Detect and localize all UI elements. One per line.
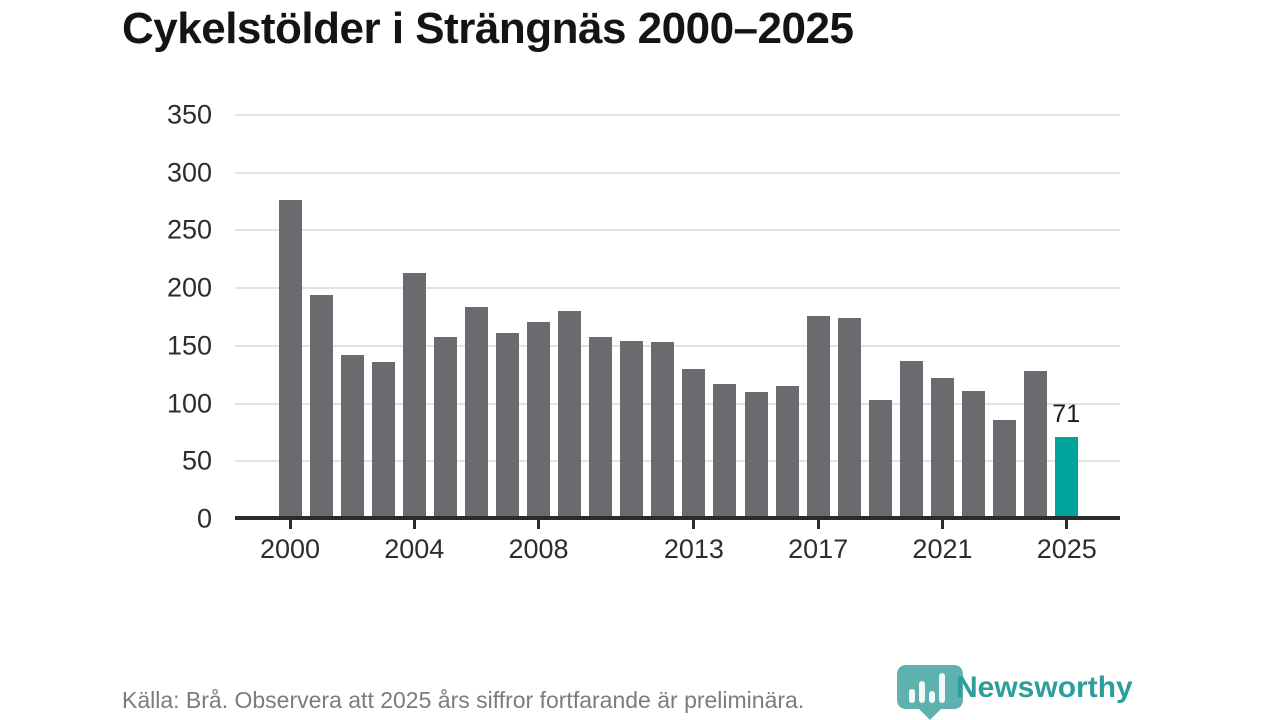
bar-2008 bbox=[527, 321, 551, 519]
x-tick-label-2021: 2021 bbox=[912, 534, 973, 564]
gridline-50 bbox=[235, 460, 1120, 463]
bar-2002 bbox=[340, 355, 364, 519]
bar-2015 bbox=[744, 392, 768, 519]
y-tick-label-100: 100 bbox=[166, 388, 212, 419]
x-axis: 2000 2004 2008 2013 2017 2021 2025 bbox=[235, 520, 1120, 580]
y-tick-label-350: 350 bbox=[166, 99, 212, 130]
bar-2005 bbox=[433, 336, 457, 519]
bar-2011 bbox=[620, 341, 644, 519]
x-tick-2025 bbox=[1065, 520, 1069, 529]
bar-2013 bbox=[682, 368, 706, 519]
bar-value-label: 71 bbox=[1052, 400, 1081, 429]
gridline-200 bbox=[235, 287, 1120, 290]
x-tick-label-2008: 2008 bbox=[508, 534, 569, 564]
x-tick-2021 bbox=[940, 520, 944, 529]
bar-2018 bbox=[837, 318, 861, 519]
x-tick-2008 bbox=[537, 520, 541, 529]
gridline-100 bbox=[235, 402, 1120, 405]
bar-2004 bbox=[402, 273, 426, 519]
x-tick-2000 bbox=[288, 520, 292, 529]
x-tick-label-2025: 2025 bbox=[1036, 534, 1097, 564]
gridline-250 bbox=[235, 229, 1120, 232]
bar-2020 bbox=[899, 360, 923, 519]
plot-area: 71 bbox=[235, 114, 1120, 519]
x-tick-label-2000: 2000 bbox=[259, 534, 321, 564]
source-note: Källa: Brå. Observera att 2025 års siffr… bbox=[122, 687, 805, 713]
bar-2023 bbox=[993, 419, 1017, 519]
x-tick-2013 bbox=[692, 520, 696, 529]
bar-2010 bbox=[589, 336, 613, 519]
bar-2009 bbox=[558, 311, 582, 519]
gridline-300 bbox=[235, 171, 1120, 174]
bar-2000 bbox=[278, 200, 302, 519]
newsworthy-pin-icon bbox=[897, 665, 963, 720]
bar-2024 bbox=[1024, 371, 1048, 519]
bar-2003 bbox=[371, 362, 395, 519]
x-tick-label-2013: 2013 bbox=[663, 534, 724, 564]
bar-2007 bbox=[495, 333, 519, 519]
newsworthy-logo: Newsworthy bbox=[897, 663, 1167, 720]
bar-2019 bbox=[868, 400, 892, 519]
bar-2022 bbox=[962, 390, 986, 519]
y-tick-label-300: 300 bbox=[166, 157, 212, 188]
bar-2016 bbox=[775, 386, 799, 519]
bar-2012 bbox=[651, 342, 675, 519]
page-title: Cykelstölder i Strängnäs 2000–2025 bbox=[122, 4, 854, 53]
y-tick-label-150: 150 bbox=[166, 330, 212, 361]
gridline-150 bbox=[235, 344, 1120, 347]
bar-2006 bbox=[464, 306, 488, 519]
x-tick-2017 bbox=[816, 520, 820, 529]
x-tick-label-2004: 2004 bbox=[384, 534, 445, 564]
x-axis-line bbox=[235, 516, 1120, 520]
x-tick-label-2017: 2017 bbox=[788, 534, 849, 564]
y-tick-label-200: 200 bbox=[166, 272, 212, 303]
y-tick-label-250: 250 bbox=[166, 214, 212, 245]
gridline-350 bbox=[235, 114, 1120, 116]
y-tick-label-0: 0 bbox=[196, 503, 212, 534]
x-tick-2004 bbox=[412, 520, 416, 529]
y-tick-label-50: 50 bbox=[181, 445, 212, 476]
bar-2021 bbox=[930, 378, 954, 519]
bar-2017 bbox=[806, 315, 830, 519]
bar-2001 bbox=[309, 295, 333, 519]
logo-brand-text: Newsworthy bbox=[956, 671, 1133, 704]
bar-2025 bbox=[1055, 437, 1079, 519]
y-axis-labels: 0 50 100 150 200 250 300 350 bbox=[0, 101, 212, 532]
bar-2014 bbox=[713, 383, 737, 519]
